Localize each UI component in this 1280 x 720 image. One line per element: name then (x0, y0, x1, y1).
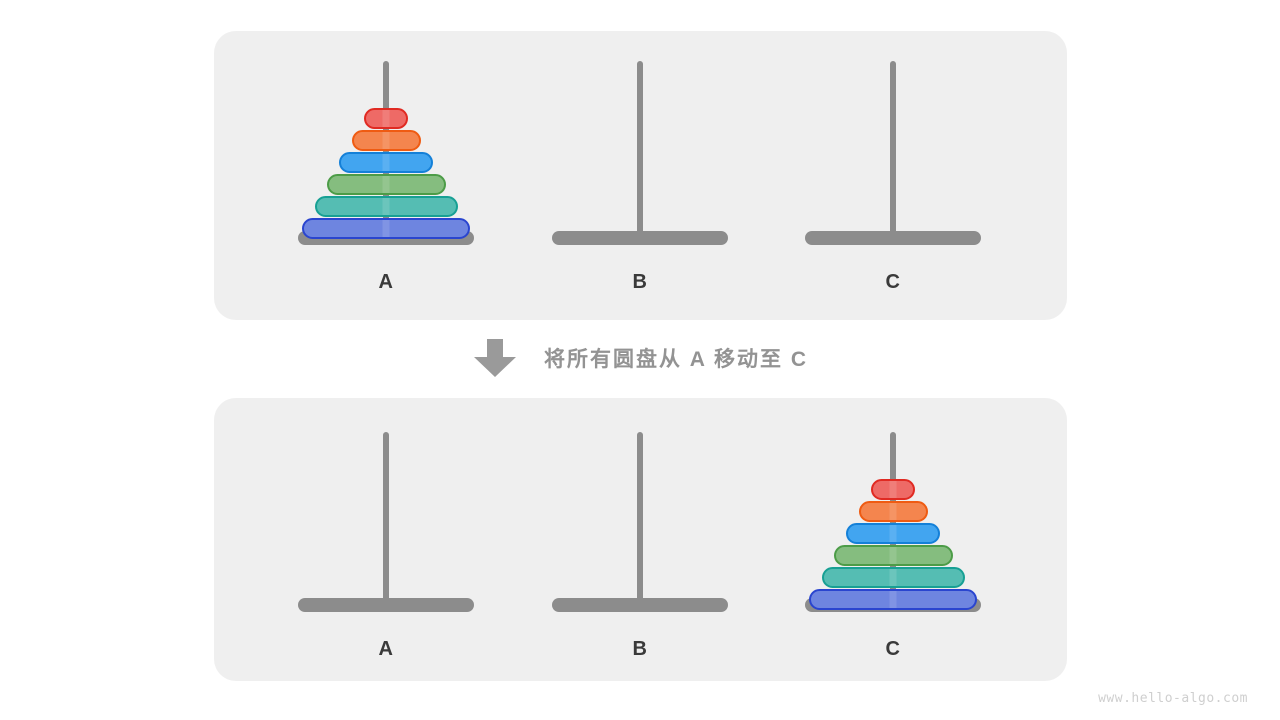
disc-4[interactable] (326, 174, 446, 195)
disc-5[interactable] (821, 567, 965, 588)
pole-base (552, 598, 728, 612)
pole-base (805, 231, 981, 245)
pole-rod (890, 61, 896, 238)
disc-6[interactable] (302, 218, 470, 239)
pole-base (298, 598, 474, 612)
disc-3[interactable] (339, 152, 433, 173)
pole-rod (637, 432, 643, 609)
panel-initial-state: A B C (214, 31, 1067, 320)
disc-5[interactable] (314, 196, 458, 217)
tower-c-goal: C (773, 398, 1013, 681)
tower-c-initial: C (773, 31, 1013, 320)
panel-goal-state: A B C (214, 398, 1067, 681)
disc-1[interactable] (364, 108, 408, 129)
pole-label-b: B (632, 638, 648, 660)
disc-1[interactable] (871, 479, 915, 500)
pole-base (552, 231, 728, 245)
pole-label-b: B (632, 271, 648, 293)
tower-b-goal: B (520, 398, 760, 681)
caption-text: 将所有圆盘从 A 移动至 C (543, 348, 809, 371)
disc-4[interactable] (833, 545, 953, 566)
tower-b-initial: B (520, 31, 760, 320)
disc-stack (793, 479, 993, 611)
tower-a-initial: A (266, 31, 506, 320)
pole-label-a: A (378, 271, 394, 293)
pole-label-c: C (885, 271, 901, 293)
transition-caption: 将所有圆盘从 A 移动至 C (0, 333, 1280, 383)
disc-2[interactable] (351, 130, 421, 151)
disc-6[interactable] (809, 589, 977, 610)
watermark: www.hello-algo.com (1098, 691, 1248, 706)
pole-rod (637, 61, 643, 238)
disc-3[interactable] (846, 523, 940, 544)
disc-2[interactable] (858, 501, 928, 522)
pole-label-c: C (885, 638, 901, 660)
arrow-down-icon (473, 339, 516, 377)
pole-rod (383, 432, 389, 609)
disc-stack (286, 108, 486, 240)
tower-a-goal: A (266, 398, 506, 681)
pole-label-a: A (378, 638, 394, 660)
